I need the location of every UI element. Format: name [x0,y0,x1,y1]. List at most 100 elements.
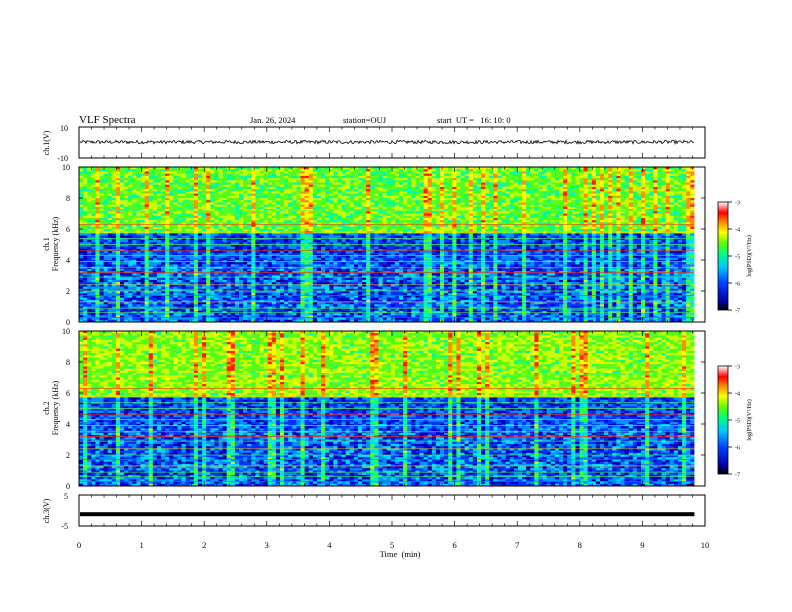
spectrogram-cell [87,198,92,201]
spectrogram-cell [124,282,129,285]
spectrogram-cell [280,235,285,239]
spectrogram-cell [284,206,289,210]
spectrogram-cell [202,215,207,219]
spectrogram-cell [280,213,285,217]
spectrogram-cell [148,215,154,219]
spectrogram-cell [120,319,125,323]
spectrogram-cell [275,217,281,221]
spectrogram-cell [140,315,146,318]
spectrogram-cell [189,229,195,232]
spectrogram-cell [234,302,240,305]
spectrogram-cell [124,171,129,175]
spectrogram-cell [333,220,338,223]
spectrogram-cell [185,182,191,186]
spectrogram-cell [300,173,306,177]
spectrogram-cell [247,211,252,214]
spectrogram-cell [140,191,146,194]
spectrogram-cell [136,295,141,299]
spectrogram-cell [267,286,273,290]
spectrogram-cell [111,251,117,254]
spectrogram-cell [189,273,195,276]
spectrogram-cell [91,240,96,243]
spectrogram-cell [87,206,92,210]
spectrogram-cell [316,286,322,290]
spectrogram-cell [99,215,105,219]
spectrogram-cell [263,189,269,192]
spectrogram-cell [308,286,314,290]
spectrogram-cell [226,293,232,296]
spectrogram-cell [144,178,150,181]
spectrogram-cell [284,284,289,287]
spectrogram-cell [136,233,141,237]
spectrogram-cell [91,178,96,181]
spectrogram-cell [140,273,146,276]
spectrogram-cell [165,240,170,243]
spectrogram-cell [136,282,141,285]
spectrogram-cell [79,182,84,186]
spectrogram-cell [193,231,199,234]
spectrogram-cell [128,193,133,197]
spectrogram-cell [300,169,306,172]
spectrogram-cell [189,310,195,314]
spectrogram-cell [206,282,211,285]
spectrogram-cell [304,255,310,259]
spectrogram-cell [349,178,355,181]
spectrogram-cell [210,302,215,305]
spectrogram-cell [91,304,96,307]
spectrogram-cell [148,233,154,237]
spectrogram-cell [99,288,105,292]
spectrogram-cell [148,175,154,179]
spectrogram-cell [325,251,330,254]
spectrogram-cell [300,262,306,265]
spectrogram-cell [296,195,301,199]
spectrogram-cell [300,255,306,259]
spectrogram-cell [296,233,301,237]
spectrogram-cell [247,180,252,183]
spectrogram-cell [263,240,269,243]
spectrogram-cell [210,220,215,223]
spectrogram-cell [148,226,154,230]
spectrogram-cell [169,288,174,292]
spectrogram-cell [169,277,174,281]
spectrogram-cell [169,273,174,276]
spectrogram-cell [234,220,240,223]
spectrogram-cell [222,175,228,179]
spectrogram-cell [267,262,273,265]
spectrogram-cell [316,246,322,250]
spectrogram-cell [132,293,137,296]
spectrogram-cell [156,284,162,287]
spectrogram-cell [333,200,338,203]
spectrogram-cell [140,229,146,232]
spectrogram-cell [193,257,199,261]
spectrogram-cell [189,317,195,321]
spectrogram-cell [91,237,96,241]
spectrogram-cell [128,240,133,243]
spectrogram-cell [136,182,141,186]
spectrogram-cell [325,189,330,192]
spectrogram-cell [173,284,178,287]
spectrogram-cell [284,308,289,312]
spectrogram-cell [255,186,260,190]
spectrogram-cell [181,308,187,312]
spectrogram-cell [185,246,191,250]
spectrogram-cell [161,222,166,225]
spectrogram-cell [234,237,240,241]
spectrogram-cell [169,171,174,175]
spectrogram-cell [103,204,109,208]
spectrogram-cell [156,302,162,305]
spectrogram-cell [115,175,121,179]
spectrogram-cell [300,222,306,225]
spectrogram-cell [292,253,297,256]
spectrogram-cell [316,308,322,312]
spectrogram-cell [329,313,334,316]
spectrogram-cell [243,293,248,296]
spectrogram-cell [124,169,129,172]
spectrogram-cell [312,224,318,228]
spectrogram-cell [280,222,285,225]
spectrogram-cell [169,233,174,237]
spectrogram-cell [238,231,244,234]
spectrogram-cell [181,313,187,316]
spectrogram-cell [280,284,285,287]
spectrogram-cell [107,204,113,208]
spectrogram-cell [341,286,347,290]
